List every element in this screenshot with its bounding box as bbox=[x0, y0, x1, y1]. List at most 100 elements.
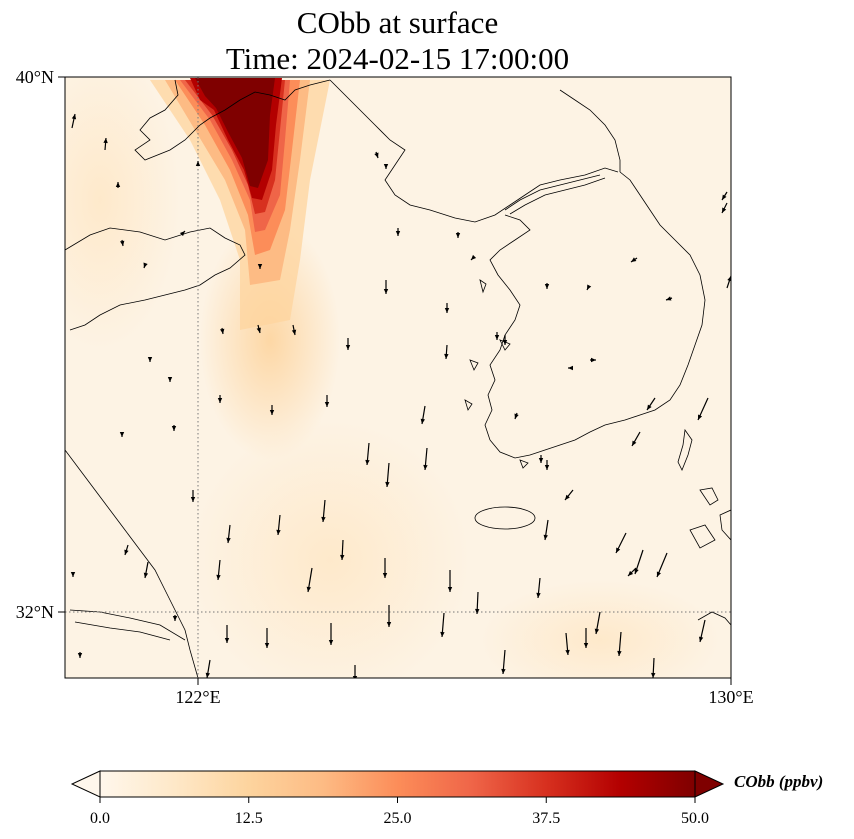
wind-arrow-head bbox=[440, 631, 445, 637]
wind-arrow-head bbox=[698, 414, 703, 420]
wind-arrow-head bbox=[172, 616, 178, 621]
wind-arrow-head bbox=[502, 340, 508, 345]
colorbar-tick-4: 50.0 bbox=[681, 810, 709, 827]
wind-arrow-head bbox=[291, 329, 297, 335]
wind-arrow-head bbox=[217, 398, 223, 403]
lat-tick-label-32: 32°N bbox=[16, 602, 54, 622]
wind-arrow-head bbox=[224, 638, 230, 643]
wind-arrow-head bbox=[494, 335, 500, 340]
wind-arrow-head bbox=[328, 640, 334, 645]
wind-arrow-head bbox=[264, 643, 270, 648]
map-frame bbox=[64, 76, 732, 679]
wind-arrow-head bbox=[617, 650, 622, 656]
wind-arrow-head bbox=[395, 231, 401, 236]
coastlines bbox=[65, 79, 731, 678]
axis-ticks bbox=[58, 76, 732, 685]
wind-arrow-head bbox=[345, 345, 351, 350]
colorbar-label: CObb (ppbv) bbox=[734, 772, 823, 791]
colorbar-tick-0: 0.0 bbox=[90, 810, 110, 827]
wind-arrow-head bbox=[120, 240, 125, 246]
wind-arrow-head bbox=[538, 458, 544, 463]
wind-arrow-head bbox=[143, 262, 148, 268]
wind-arrow-head bbox=[632, 440, 637, 446]
wind-arrow-head bbox=[616, 547, 621, 553]
wind-arrow-head bbox=[115, 182, 121, 187]
wind-arrow-head bbox=[444, 308, 450, 313]
wind-arrow-head bbox=[536, 592, 541, 598]
map-panel bbox=[65, 77, 731, 678]
wind-arrow-head bbox=[276, 529, 281, 535]
wind-arrow-head bbox=[587, 284, 592, 290]
wind-arrow-head bbox=[514, 413, 519, 419]
wind-arrow-head bbox=[70, 572, 76, 577]
wind-arrow-head bbox=[543, 534, 548, 540]
wind-arrow-head bbox=[544, 465, 550, 470]
wind-arrow-head bbox=[171, 426, 177, 431]
wind-arrow-head bbox=[124, 549, 129, 555]
wind-arrow-head bbox=[656, 571, 661, 577]
wind-arrow-head bbox=[143, 572, 149, 578]
wind-arrow-head bbox=[634, 568, 639, 574]
wind-arrow-head bbox=[594, 628, 600, 634]
wind-arrow-head bbox=[383, 289, 389, 294]
wind-arrow-head bbox=[423, 464, 428, 470]
wind-vectors bbox=[70, 113, 731, 678]
wind-arrow-head bbox=[269, 410, 275, 415]
wind-arrow-head bbox=[475, 608, 480, 614]
colorbar-tick-1: 12.5 bbox=[235, 810, 263, 827]
wind-arrow-head bbox=[374, 152, 379, 158]
map-title-line2: Time: 2024-02-15 17:00:00 bbox=[225, 41, 570, 76]
wind-arrow-head bbox=[324, 402, 330, 407]
wind-arrow-head bbox=[321, 516, 326, 522]
diffuse-field-southeast bbox=[480, 580, 720, 678]
wind-arrow-head bbox=[103, 138, 108, 144]
wind-arrow-head bbox=[179, 231, 185, 237]
wind-arrow-head bbox=[119, 432, 125, 437]
diffuse-field-south bbox=[190, 420, 470, 678]
wind-arrow-head bbox=[722, 194, 727, 200]
wind-arrow-head bbox=[382, 573, 388, 578]
diffuse-plume-tail bbox=[200, 220, 340, 460]
wind-arrow-head bbox=[257, 264, 263, 269]
diffuse-field-west bbox=[65, 77, 180, 350]
cobb-plume bbox=[150, 78, 330, 330]
wind-arrow-head bbox=[71, 114, 77, 120]
colorbar-tick-3: 37.5 bbox=[532, 810, 560, 827]
wind-arrow-head bbox=[190, 497, 196, 502]
wind-arrow-head bbox=[455, 233, 461, 238]
wind-arrow-head bbox=[220, 328, 225, 334]
gridlines bbox=[65, 77, 731, 678]
colorbar-extend-min bbox=[70, 770, 101, 798]
map-title-line1: CObb at surface bbox=[296, 5, 499, 40]
wind-arrow-head bbox=[628, 570, 634, 576]
lon-tick-label-130: 130°E bbox=[708, 687, 753, 707]
lat-tick-label-40: 40°N bbox=[16, 67, 54, 87]
wind-arrow-head bbox=[205, 672, 210, 678]
wind-arrow-head bbox=[195, 161, 201, 166]
wind-arrow-head bbox=[565, 649, 570, 655]
wind-arrow-head bbox=[501, 668, 506, 674]
wind-arrow-head bbox=[385, 481, 390, 487]
colorbar-tick-2: 25.0 bbox=[384, 810, 412, 827]
wind-arrow-head bbox=[147, 357, 153, 362]
wind-arrow-head bbox=[698, 636, 704, 642]
lon-tick-label-122: 122°E bbox=[175, 687, 220, 707]
wind-arrow-head bbox=[544, 284, 550, 289]
wind-arrow-head bbox=[167, 377, 173, 382]
wind-arrow-head bbox=[226, 537, 231, 543]
wind-arrow-head bbox=[216, 574, 221, 580]
colorbar-gradient bbox=[100, 771, 695, 797]
wind-arrow-head bbox=[591, 357, 596, 363]
wind-arrow-head bbox=[583, 643, 589, 648]
wind-arrow-head bbox=[568, 365, 573, 371]
wind-arrow-head bbox=[722, 207, 727, 213]
wind-arrow-head bbox=[77, 653, 83, 658]
colorbar: 0.0 12.5 25.0 37.5 50.0 CObb (ppbv) bbox=[70, 770, 823, 827]
wind-arrow-head bbox=[565, 494, 570, 500]
wind-arrow-head bbox=[666, 296, 672, 301]
wind-arrow-head bbox=[471, 254, 477, 260]
wind-arrow-head bbox=[444, 353, 449, 359]
wind-arrow-head bbox=[383, 164, 389, 169]
colorbar-extend-max bbox=[694, 770, 725, 798]
